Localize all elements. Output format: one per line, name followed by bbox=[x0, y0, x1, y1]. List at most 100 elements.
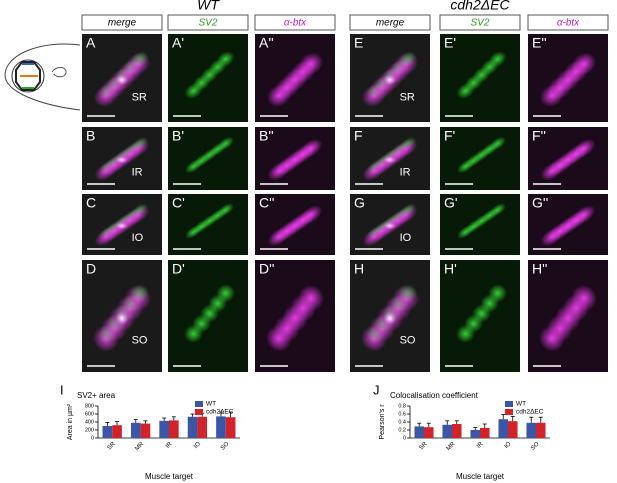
column-header-box bbox=[167, 14, 249, 31]
panel-letter: D bbox=[86, 261, 96, 277]
micrograph bbox=[350, 34, 430, 122]
y-tick-label: 0 bbox=[91, 435, 94, 441]
y-axis-label: Pearson's r bbox=[379, 404, 386, 440]
y-tick-label: 600 bbox=[85, 411, 94, 417]
micrograph bbox=[440, 194, 520, 255]
x-axis-label: Muscle target bbox=[145, 472, 194, 481]
panel-letter: D'' bbox=[259, 261, 274, 277]
panel-letter: G'' bbox=[532, 195, 548, 211]
stain-green bbox=[488, 284, 507, 303]
region-label: SR bbox=[400, 91, 415, 103]
panel-letter: C' bbox=[172, 195, 185, 211]
chart-title: Colocalisation coefficient bbox=[390, 391, 479, 400]
stain-green bbox=[217, 136, 234, 151]
bar bbox=[130, 422, 141, 438]
panel-letter: A'' bbox=[259, 35, 274, 51]
y-tick-label: 0.8 bbox=[398, 403, 406, 409]
y-tick-label: 200 bbox=[85, 427, 94, 433]
panel-letter: F' bbox=[444, 128, 455, 144]
chart-title: SV2+ area bbox=[77, 391, 116, 400]
legend-label: cdh2ΔEC bbox=[206, 409, 234, 416]
region-label: IR bbox=[400, 166, 411, 178]
micrograph bbox=[255, 260, 335, 372]
panel-letter: A bbox=[86, 35, 96, 51]
column-header: α-btx bbox=[284, 18, 307, 29]
stain-green bbox=[131, 203, 148, 217]
stain-green bbox=[399, 203, 416, 217]
stain-magenta bbox=[297, 284, 325, 312]
panel-letter: H' bbox=[444, 261, 457, 277]
column-header-box bbox=[527, 14, 609, 31]
y-tick-label: 0.6 bbox=[398, 411, 406, 417]
genotype-title: cdh2ΔEC bbox=[450, 0, 510, 13]
y-tick-label: 400 bbox=[85, 419, 94, 425]
bar bbox=[526, 422, 536, 438]
micrograph bbox=[440, 260, 520, 372]
micrograph bbox=[350, 260, 430, 372]
bar bbox=[424, 427, 434, 438]
genotype-title: WT bbox=[197, 0, 220, 13]
panel-letter: G bbox=[354, 195, 365, 211]
panel-letter: B'' bbox=[259, 128, 274, 144]
stain-green bbox=[489, 136, 506, 151]
region-label: SR bbox=[132, 91, 147, 103]
bar bbox=[442, 424, 452, 438]
bar bbox=[480, 428, 490, 438]
panel-letter: B bbox=[86, 128, 95, 144]
stain-magenta bbox=[572, 138, 596, 159]
panel-letter: F bbox=[354, 128, 363, 144]
bar bbox=[216, 416, 226, 438]
x-axis-label: Muscle target bbox=[456, 472, 505, 481]
micrograph bbox=[255, 127, 335, 190]
bar bbox=[225, 417, 236, 438]
bar bbox=[498, 419, 508, 438]
panel-letter: E bbox=[354, 35, 363, 51]
bar bbox=[169, 420, 179, 438]
bar bbox=[536, 422, 546, 438]
panel-letter: G' bbox=[444, 195, 458, 211]
legend-swatch bbox=[195, 401, 203, 407]
y-tick-label: 0.4 bbox=[398, 419, 406, 425]
stain-green bbox=[131, 136, 148, 151]
micrograph bbox=[168, 194, 248, 255]
y-tick-label: 0.2 bbox=[398, 427, 406, 433]
panel-label: I bbox=[60, 382, 64, 397]
x-tick-label: SR bbox=[107, 441, 118, 452]
x-tick-label: MR bbox=[446, 441, 457, 452]
stain-green bbox=[217, 203, 234, 217]
panel-letter: C bbox=[86, 195, 96, 211]
stain-green bbox=[399, 136, 416, 151]
stain-green bbox=[488, 51, 507, 68]
bar bbox=[187, 416, 198, 438]
micrograph bbox=[82, 194, 162, 255]
micrograph bbox=[82, 260, 162, 372]
y-tick-label: 0 bbox=[403, 435, 406, 441]
micrograph bbox=[440, 127, 520, 190]
panel-letter: A' bbox=[172, 35, 184, 51]
stain-magenta bbox=[571, 52, 597, 76]
x-tick-label: SO bbox=[220, 441, 231, 452]
column-header: SV2 bbox=[199, 18, 218, 29]
panel-letter: H'' bbox=[532, 261, 547, 277]
stain-green bbox=[216, 51, 235, 68]
stain-green bbox=[489, 203, 506, 217]
micrograph bbox=[168, 260, 248, 372]
micrograph bbox=[82, 34, 162, 122]
panel-letter: F'' bbox=[532, 128, 546, 144]
region-label: IO bbox=[400, 232, 412, 244]
fish-schematic bbox=[4, 43, 81, 111]
stain-green bbox=[130, 51, 149, 68]
legend-label: WT bbox=[516, 401, 526, 408]
stain-green bbox=[216, 284, 235, 303]
panel-letter: E'' bbox=[532, 35, 547, 51]
bar bbox=[470, 430, 480, 438]
region-label: IR bbox=[132, 166, 143, 178]
column-header: SV2 bbox=[471, 18, 490, 29]
micrograph bbox=[168, 127, 248, 190]
micrograph bbox=[440, 34, 520, 122]
legend-label: cdh2ΔEC bbox=[516, 409, 544, 416]
y-tick-label: 800 bbox=[85, 403, 94, 409]
panel-label: J bbox=[373, 382, 380, 397]
bar bbox=[140, 423, 151, 438]
